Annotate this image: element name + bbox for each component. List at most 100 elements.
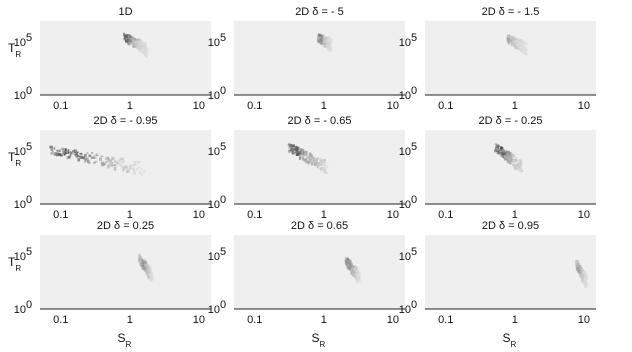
x-tick-label: 0.1 [247,100,262,112]
density-cell [100,161,105,164]
density-cell [56,150,60,153]
density-cell [141,259,143,263]
density-cell [357,278,361,281]
x-tick-label: 10 [193,314,205,326]
density-cell [328,39,331,42]
density-cell [515,156,518,159]
density-cell [502,152,506,155]
x-tick-label: 10 [193,209,205,221]
density-cell [509,162,512,165]
density-cell [139,171,142,174]
density-cell [504,152,508,155]
y-tick-label: 10 [208,251,220,263]
density-cell [518,161,522,164]
density-cell [314,163,317,166]
density-cell [515,164,518,168]
y-tick-label: 10 [14,146,26,158]
panel-title: 2D δ = 0.25 [97,220,154,232]
density-cell [321,36,325,38]
density-cell [150,275,154,279]
density-cell [53,152,57,155]
density-cell [509,152,513,156]
density-cell [319,159,322,162]
density-cell [82,157,85,159]
density-cell [494,149,498,153]
density-cell [305,160,308,164]
density-cell [326,165,329,167]
density-cell [329,40,333,44]
density-cell [133,168,135,172]
panel-background [425,235,596,309]
density-cell [116,162,118,165]
density-cell [106,156,109,160]
density-cell [519,168,523,170]
density-cell [304,151,308,154]
density-cell [140,167,143,171]
density-cell [144,270,147,273]
density-cell [147,267,151,271]
density-cell [138,161,142,163]
density-cell [301,155,304,157]
density-cell [301,151,305,153]
density-cell [118,163,121,166]
density-cell [348,259,351,262]
density-cell [292,151,296,155]
density-cell [514,159,518,162]
density-cell [100,155,104,158]
density-cell [101,164,104,167]
density-cell [92,161,97,164]
density-cell [585,275,587,279]
density-cell [294,145,298,149]
density-cell [302,154,306,157]
density-cell [95,154,99,157]
density-cell [139,255,142,259]
density-cell [357,279,360,281]
density-cell [67,149,70,151]
y-tick-exponent: 5 [26,32,32,44]
density-cell [319,166,322,169]
density-cell [356,268,359,272]
density-cell [136,46,138,49]
density-cell [51,149,54,151]
density-cell [510,153,514,156]
density-cell [85,158,88,161]
density-cell [496,144,500,147]
density-cell [584,278,588,281]
density-cell [510,160,514,162]
density-cell [145,50,149,54]
density-cell [99,157,102,161]
density-cell [329,38,333,42]
y-tick-exponent: 0 [220,299,226,311]
density-cell [75,154,79,157]
density-cell [107,163,111,167]
density-cell [523,50,527,53]
density-cell [144,45,147,48]
y-tick-exponent: 0 [220,85,226,97]
density-cell [310,163,313,166]
density-cell [295,154,299,156]
density-cell [58,153,62,156]
y-tick-label: 10 [399,146,411,158]
y-tick-label: 10 [14,304,26,316]
density-cell [323,162,325,165]
density-cell [93,154,96,157]
density-cell [510,158,512,161]
density-cell [306,154,308,158]
density-cell [319,34,323,37]
density-cell [110,161,114,166]
density-cell [497,147,499,149]
density-cell [496,148,499,151]
density-cell [127,40,130,42]
density-cell [518,38,520,41]
density-cell [139,42,143,44]
x-axis-title: SR [503,331,517,349]
density-cell [137,161,140,165]
density-cell [86,152,89,154]
density-cell [309,153,313,158]
density-cell [120,160,124,164]
density-cell [358,276,360,280]
x-axis-subscript: R [511,340,517,349]
density-cell [145,262,147,266]
density-cell [61,147,65,151]
